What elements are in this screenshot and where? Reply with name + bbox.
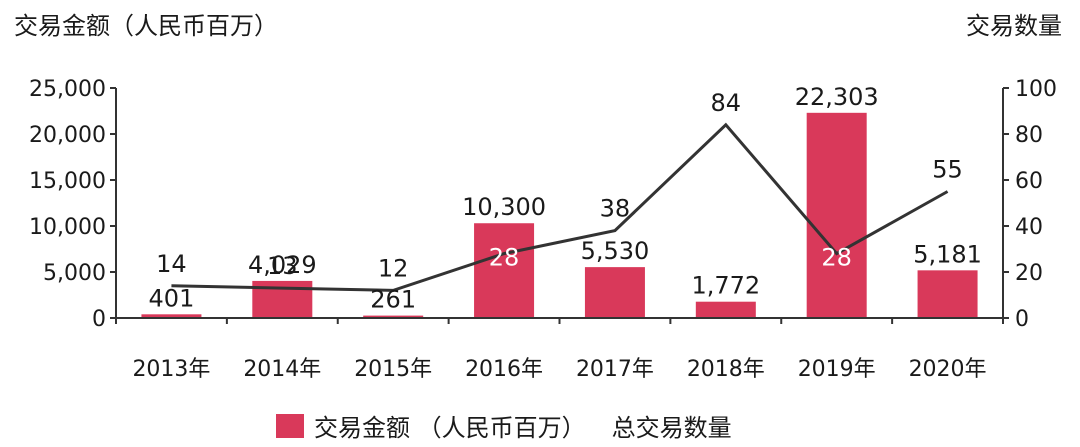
line-value-label: 38 <box>600 195 631 223</box>
line-value-label: 12 <box>378 254 409 282</box>
x-tick-label: 2017年 <box>576 357 654 382</box>
series-line-total-count <box>171 122 949 292</box>
x-tick-label: 2015年 <box>354 357 432 382</box>
y-tick-left-label: 0 <box>92 307 106 332</box>
y-tick-right-label: 60 <box>1015 169 1043 194</box>
bar <box>917 270 978 318</box>
bar-value-label: 1,772 <box>691 272 760 300</box>
bar <box>474 223 535 318</box>
y-axis-left-title: 交易金额（人民币百万） <box>14 12 278 40</box>
x-tick-label: 2013年 <box>132 357 210 382</box>
y-tick-left-label: 15,000 <box>29 169 106 194</box>
line-value-label: 28 <box>489 244 520 272</box>
legend-swatch-bar <box>276 413 304 438</box>
legend: 交易金额 （人民币百万） 总交易数量 <box>276 408 732 443</box>
bar <box>141 314 202 318</box>
line-value-label: 84 <box>711 89 742 117</box>
y-tick-right-label: 80 <box>1015 123 1043 148</box>
y-tick-right-label: 100 <box>1015 77 1057 102</box>
y-tick-right-label: 20 <box>1015 261 1043 286</box>
legend-label-line: 总交易数量 <box>611 414 732 442</box>
y-tick-left-label: 20,000 <box>29 123 106 148</box>
bar-value-label: 5,181 <box>913 240 982 268</box>
bar-value-label: 22,303 <box>795 83 879 111</box>
y-axis-right-title: 交易数量 <box>966 12 1062 40</box>
line-value-label: 55 <box>932 156 963 184</box>
bar <box>695 301 756 318</box>
bar-value-label: 4,029 <box>248 251 317 279</box>
bar <box>584 267 645 318</box>
y-tick-left-label: 5,000 <box>43 261 106 286</box>
x-tick-label: 2018年 <box>687 357 765 382</box>
x-tick-label: 2014年 <box>243 357 321 382</box>
y-tick-right-label: 40 <box>1015 215 1043 240</box>
line-value-label: 14 <box>156 250 187 278</box>
bar-value-label: 10,300 <box>462 193 546 221</box>
bar <box>806 112 867 318</box>
x-tick-label: 2016年 <box>465 357 543 382</box>
x-tick-label: 2019年 <box>798 357 876 382</box>
bar-value-label: 401 <box>149 284 195 312</box>
y-tick-left-label: 10,000 <box>29 215 106 240</box>
bar-value-label: 261 <box>370 286 416 314</box>
bar <box>363 315 424 318</box>
line-value-label: 13 <box>267 252 298 280</box>
x-tick-label: 2020年 <box>909 357 987 382</box>
legend-label-bar: 交易金额 （人民币百万） <box>314 414 586 442</box>
y-tick-left-label: 25,000 <box>29 77 106 102</box>
y-tick-right-label: 0 <box>1015 307 1029 332</box>
line-value-label: 28 <box>821 244 852 272</box>
bar-value-label: 5,530 <box>581 237 650 265</box>
